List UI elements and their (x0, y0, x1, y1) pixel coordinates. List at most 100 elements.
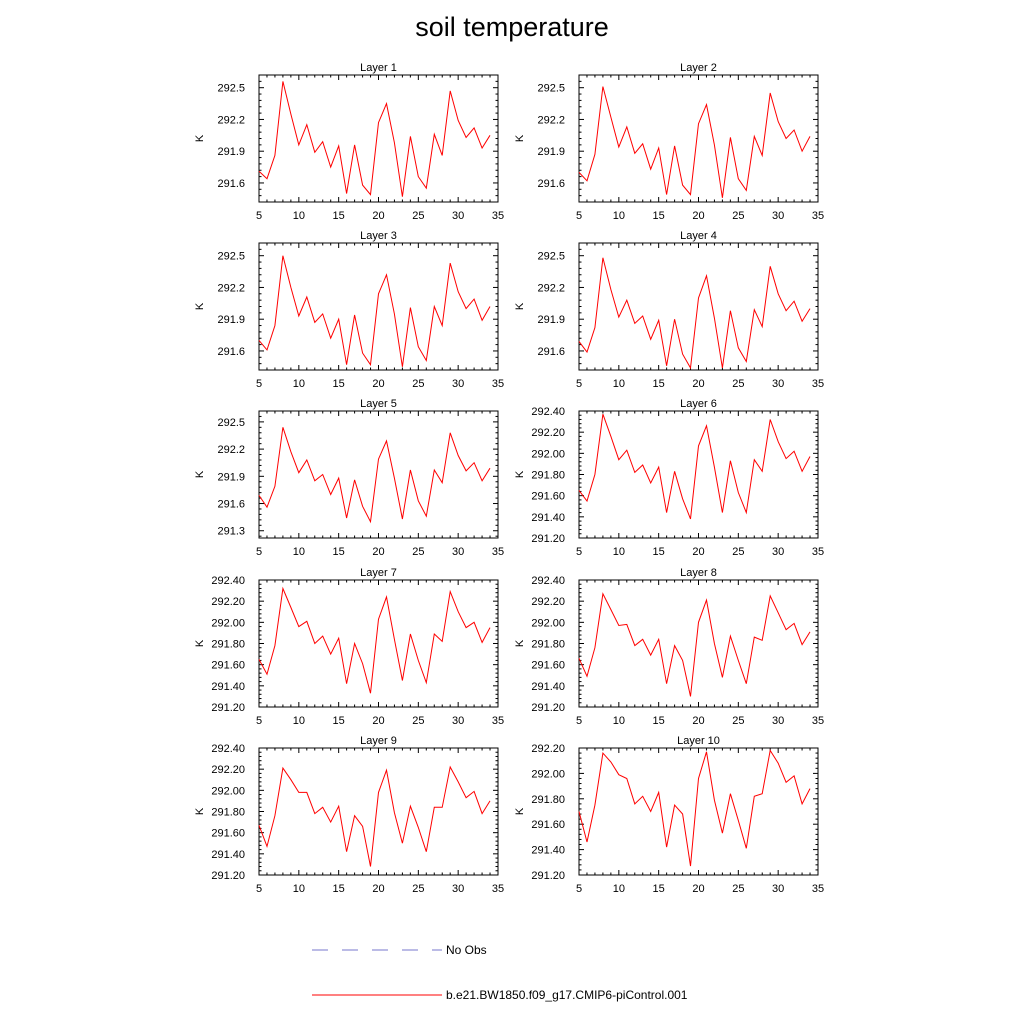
series-line (258, 427, 491, 524)
x-tick-label: 15 (653, 210, 665, 222)
panel-title: Layer 5 (360, 398, 397, 410)
x-tick-label: 20 (372, 546, 384, 558)
y-tick-label: 291.9 (537, 146, 565, 158)
panel-layer-3: Layer 3 5 10 15 20 25 30 35 291.6 291.9 292.2 292.5… (194, 230, 504, 390)
y-tick-label: 291.9 (537, 314, 565, 326)
x-tick-label: 10 (613, 715, 625, 727)
x-tick-label: 10 (613, 210, 625, 222)
x-tick-label: 35 (492, 715, 504, 727)
y-tick-label: 292.00 (531, 448, 565, 460)
x-tick-label: 10 (613, 546, 625, 558)
y-tick-label: 291.60 (531, 660, 565, 672)
y-axis-label: K (194, 470, 206, 478)
plot-frame (578, 242, 819, 371)
series-line (258, 586, 491, 694)
y-tick-label: 292.5 (537, 251, 565, 263)
legend-label-model: b.e21.BW1850.f09_g17.CMIP6-piControl.001 (446, 988, 688, 1002)
x-tick-label: 10 (293, 378, 305, 390)
x-tick-label: 15 (333, 883, 345, 895)
x-tick-label: 25 (412, 883, 424, 895)
x-tick-label: 5 (256, 210, 262, 222)
y-tick-label: 292.5 (217, 83, 245, 95)
y-tick-label: 292.00 (211, 785, 245, 797)
y-tick-label: 292.5 (537, 83, 565, 95)
x-tick-label: 35 (812, 546, 824, 558)
panel-title: Layer 1 (360, 62, 397, 74)
y-tick-label: 292.2 (217, 282, 245, 294)
panel-title: Layer 3 (360, 230, 397, 242)
series-line (258, 765, 491, 867)
plot-frame (258, 410, 499, 539)
series-line (578, 257, 811, 370)
x-tick-label: 30 (772, 378, 784, 390)
x-tick-label: 30 (772, 883, 784, 895)
series-line (578, 592, 811, 697)
x-tick-label: 25 (412, 546, 424, 558)
panel-title: Layer 6 (680, 398, 717, 410)
x-tick-label: 15 (333, 715, 345, 727)
x-tick-label: 5 (256, 715, 262, 727)
panel-title: Layer 9 (360, 735, 397, 747)
panel-layer-7: Layer 7 5 10 15 20 25 30 35 291.20 291.40 291.60 29… (194, 567, 504, 727)
x-tick-label: 25 (732, 546, 744, 558)
x-tick-label: 20 (692, 546, 704, 558)
x-tick-label: 15 (653, 378, 665, 390)
legend: No Obs b.e21.BW1850.f09_g17.CMIP6-piContr… (312, 943, 688, 1002)
y-tick-label: 291.80 (531, 794, 565, 806)
series-line (578, 86, 811, 198)
y-tick-label: 292.40 (531, 406, 565, 418)
y-tick-label: 291.40 (211, 849, 245, 861)
x-tick-label: 25 (732, 378, 744, 390)
series-line (258, 81, 491, 197)
plot-frame (258, 747, 499, 876)
x-tick-label: 20 (692, 378, 704, 390)
x-tick-label: 10 (293, 210, 305, 222)
y-axis-label: K (514, 807, 526, 815)
y-tick-label: 291.6 (217, 346, 245, 358)
x-tick-label: 10 (293, 546, 305, 558)
series-line (578, 414, 811, 520)
panel-layer-6: Layer 6 5 10 15 20 25 30 35 291.20 291.40 291.60 29… (514, 398, 824, 558)
y-tick-label: 292.5 (217, 251, 245, 263)
series-line (258, 255, 491, 367)
y-tick-label: 292.00 (531, 768, 565, 780)
y-tick-label: 291.20 (531, 870, 565, 882)
y-tick-label: 291.60 (531, 491, 565, 503)
y-tick-label: 292.00 (211, 617, 245, 629)
y-tick-label: 291.20 (211, 870, 245, 882)
y-tick-label: 291.60 (531, 819, 565, 831)
x-tick-label: 15 (653, 715, 665, 727)
y-tick-label: 291.80 (531, 470, 565, 482)
panel-layer-2: Layer 2 5 10 15 20 25 30 35 291.6 291.9 292.2 292.5… (514, 62, 824, 222)
x-tick-label: 35 (492, 546, 504, 558)
x-tick-label: 30 (452, 210, 464, 222)
y-tick-label: 291.6 (537, 178, 565, 190)
y-tick-label: 291.3 (217, 526, 245, 538)
plot-frame (578, 579, 819, 708)
x-tick-label: 25 (412, 378, 424, 390)
y-tick-label: 292.2 (537, 114, 565, 126)
plot-frame (258, 242, 499, 371)
plot-frame (578, 747, 819, 876)
x-tick-label: 30 (452, 546, 464, 558)
y-tick-label: 291.40 (531, 845, 565, 857)
y-tick-label: 291.20 (531, 702, 565, 714)
x-tick-label: 5 (576, 883, 582, 895)
y-axis-label: K (514, 470, 526, 478)
x-tick-label: 20 (692, 883, 704, 895)
y-axis-label: K (194, 134, 206, 142)
x-tick-label: 35 (492, 210, 504, 222)
y-tick-label: 291.40 (531, 512, 565, 524)
y-tick-label: 292.20 (211, 596, 245, 608)
plot-frame (258, 74, 499, 203)
x-tick-label: 35 (812, 715, 824, 727)
y-tick-label: 292.20 (531, 743, 565, 755)
y-axis-label: K (194, 302, 206, 310)
y-tick-label: 292.2 (537, 282, 565, 294)
y-tick-label: 292.20 (531, 596, 565, 608)
panel-layer-1: Layer 1 5 10 15 20 25 30 35 291.6 291.9 292.2 292.5… (194, 62, 504, 222)
x-tick-label: 30 (772, 715, 784, 727)
panel-title: Layer 10 (677, 735, 720, 747)
x-tick-label: 35 (812, 883, 824, 895)
x-tick-label: 20 (692, 210, 704, 222)
